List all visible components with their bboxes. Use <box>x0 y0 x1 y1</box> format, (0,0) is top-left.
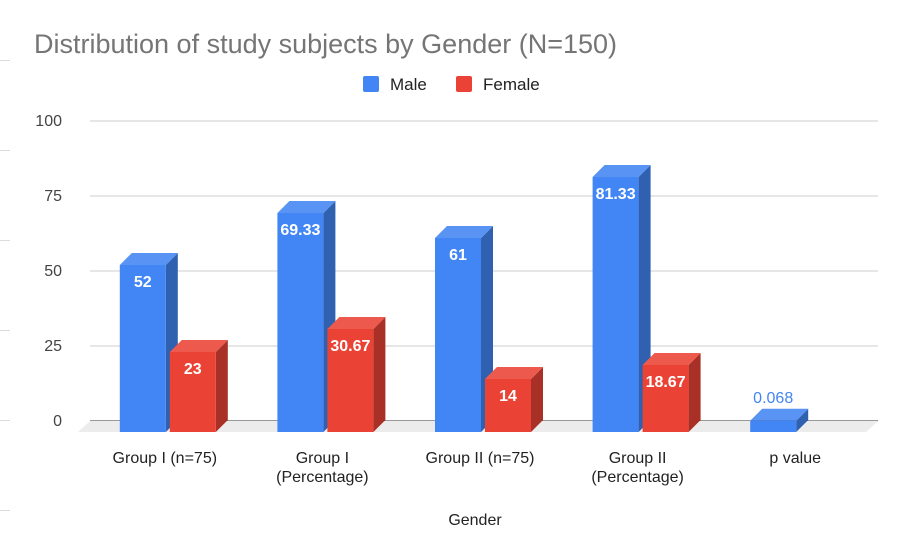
bar-chart: Distribution of study subjects by Gender… <box>34 29 878 529</box>
bar-front <box>277 213 324 432</box>
y-tick-label: 75 <box>44 188 62 205</box>
bar-top <box>642 352 701 365</box>
bar-male[interactable] <box>119 253 178 432</box>
legend-item-female[interactable]: Female <box>456 75 540 94</box>
bar-side <box>531 367 543 432</box>
legend-label: Male <box>390 75 427 94</box>
bars <box>119 165 809 432</box>
bar-female[interactable] <box>327 316 386 432</box>
data-label: 0.068 <box>753 390 793 407</box>
bar-male[interactable] <box>750 408 809 432</box>
bar-female[interactable] <box>642 352 701 432</box>
x-tick-label: Group II (n=75) <box>426 450 535 467</box>
bar-top <box>435 226 493 238</box>
bar-top <box>169 340 228 352</box>
bar-front <box>642 364 689 432</box>
data-label: 52 <box>134 274 152 291</box>
bar-top <box>485 367 543 379</box>
bar-male[interactable] <box>592 165 651 432</box>
bar-male[interactable] <box>435 226 493 432</box>
bar-side <box>373 316 386 432</box>
chart-title: Distribution of study subjects by Gender… <box>34 29 617 59</box>
bar-top <box>119 253 178 265</box>
bar-front <box>592 177 639 432</box>
bar-front <box>327 328 374 432</box>
bar-side <box>688 352 701 432</box>
legend-item-male[interactable]: Male <box>363 75 427 94</box>
y-tick-label: 25 <box>44 338 62 355</box>
bar-front <box>750 420 797 432</box>
data-label: 14 <box>499 388 517 405</box>
x-tick-label: p value <box>769 450 821 467</box>
legend[interactable]: Male Female <box>363 75 540 94</box>
bar-front <box>435 238 481 432</box>
bar-side <box>215 340 228 432</box>
data-label: 18.67 <box>646 374 686 391</box>
legend-swatch <box>363 76 379 92</box>
bar-female[interactable] <box>169 340 228 432</box>
bar-top <box>592 165 651 178</box>
bar-front <box>169 352 216 432</box>
y-tick-label: 50 <box>44 263 62 280</box>
data-label: 23 <box>184 361 202 378</box>
data-label: 30.67 <box>330 338 370 355</box>
x-axis-label: Gender <box>448 512 502 529</box>
data-label: 61 <box>449 247 467 264</box>
bar-top <box>750 408 809 421</box>
data-label: 81.33 <box>596 186 636 203</box>
x-tick-label: Group I (Percentage) <box>276 450 369 486</box>
bar-female[interactable] <box>485 367 543 432</box>
legend-label: Female <box>483 75 540 94</box>
x-tick-labels: Group I (n=75) Group I (Percentage) Group I… <box>113 450 822 486</box>
data-label: 69.33 <box>280 222 320 239</box>
data-labels: 52 23 69.33 30.67 61 14 81.33 18.67 0.068 <box>134 186 793 407</box>
bar-front <box>485 379 531 432</box>
y-tick-label: 0 <box>53 413 62 430</box>
legend-swatch <box>456 76 472 92</box>
chart-container[interactable]: Distribution of study subjects by Gender… <box>10 0 900 555</box>
bar-top <box>327 316 386 329</box>
x-tick-label: Group I (n=75) <box>113 450 218 467</box>
bar-side <box>796 408 809 432</box>
bar-top <box>277 201 336 214</box>
x-tick-label: Group II (Percentage) <box>591 450 684 486</box>
y-tick-label: 100 <box>35 113 62 130</box>
bar-front <box>119 265 166 432</box>
